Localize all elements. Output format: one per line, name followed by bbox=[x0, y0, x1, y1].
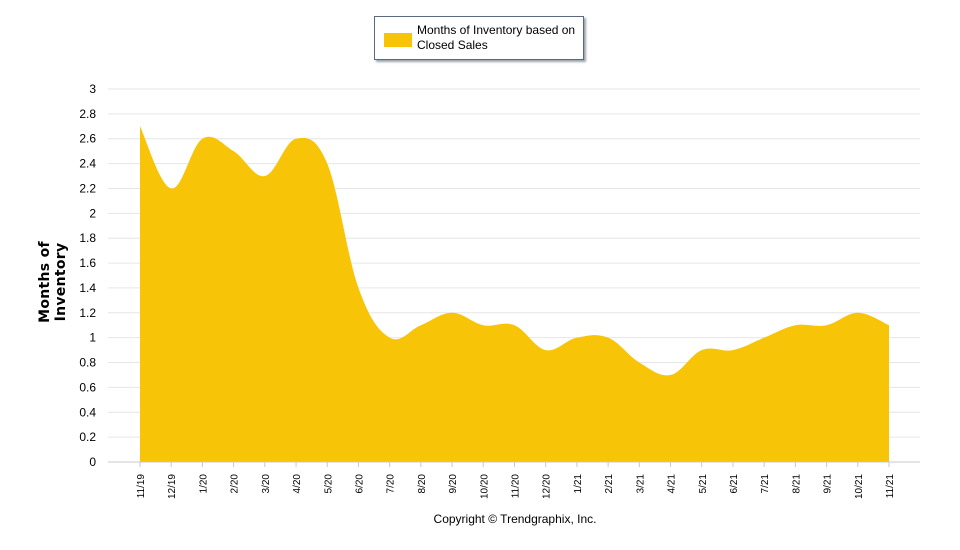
y-axis-title: Months of Inventory bbox=[37, 241, 69, 323]
x-tick-label: 4/20 bbox=[292, 474, 303, 494]
y-tick-label: 2 bbox=[89, 206, 96, 220]
y-tick-label: 1.2 bbox=[79, 306, 96, 320]
y-tick-label: 0.6 bbox=[79, 380, 96, 394]
x-tick-label: 9/20 bbox=[448, 474, 459, 494]
x-tick-label: 5/21 bbox=[698, 474, 709, 494]
x-tick-label: 8/20 bbox=[417, 474, 428, 494]
x-tick-label: 6/21 bbox=[729, 474, 740, 494]
y-tick-label: 3 bbox=[89, 82, 96, 96]
y-tick-label: 1.4 bbox=[79, 281, 96, 295]
copyright-text: Copyright © Trendgraphix, Inc. bbox=[433, 512, 597, 526]
y-tick-label: 1.8 bbox=[79, 231, 96, 245]
x-tick-label: 3/20 bbox=[261, 474, 272, 494]
x-tick-label: 1/21 bbox=[573, 474, 584, 494]
x-tick-label: 2/21 bbox=[604, 474, 615, 494]
x-tick-label: 6/20 bbox=[354, 474, 365, 494]
y-tick-label: 0.2 bbox=[79, 430, 96, 444]
x-tick-label: 11/19 bbox=[136, 474, 147, 499]
y-tick-label: 2.6 bbox=[79, 132, 96, 146]
x-tick-label: 11/20 bbox=[511, 474, 522, 499]
x-axis-ticks: 11/19 12/19 1/20 2/20 3/20 4/20 5/20 6/20 7/20 8/… bbox=[136, 462, 896, 499]
x-tick-label: 10/20 bbox=[479, 474, 490, 499]
y-tick-label: 2.2 bbox=[79, 181, 96, 195]
legend: Months of Inventory based on Closed Sale… bbox=[374, 16, 584, 60]
x-tick-label: 12/19 bbox=[167, 474, 178, 499]
x-tick-label: 7/20 bbox=[386, 474, 397, 494]
x-tick-label: 11/21 bbox=[885, 474, 896, 499]
x-tick-label: 10/21 bbox=[854, 474, 865, 499]
x-tick-label: 9/21 bbox=[823, 474, 834, 494]
x-tick-label: 2/20 bbox=[230, 474, 241, 494]
x-tick-label: 8/21 bbox=[791, 474, 802, 494]
legend-swatch bbox=[384, 33, 412, 47]
legend-label: Months of Inventory based on Closed Sale… bbox=[417, 23, 576, 52]
x-tick-label: 5/20 bbox=[323, 474, 334, 494]
y-tick-label: 1 bbox=[89, 331, 96, 345]
x-tick-label: 7/21 bbox=[760, 474, 771, 494]
series-area bbox=[140, 126, 889, 463]
x-tick-label: 4/21 bbox=[667, 474, 678, 494]
y-tick-label: 1.6 bbox=[79, 256, 96, 270]
y-tick-label: 0 bbox=[89, 455, 96, 469]
y-tick-label: 2.8 bbox=[79, 107, 96, 121]
y-tick-label: 0.8 bbox=[79, 356, 96, 370]
x-tick-label: 12/20 bbox=[542, 474, 553, 499]
x-tick-label: 3/21 bbox=[635, 474, 646, 494]
x-tick-label: 1/20 bbox=[198, 474, 209, 494]
y-axis-ticks: 0 0.2 0.4 0.6 0.8 1 1.2 1.4 1.6 1.8 2 2.2 2.4 2.6 2.8 3 bbox=[79, 82, 96, 469]
y-tick-label: 2.4 bbox=[79, 157, 96, 171]
y-tick-label: 0.4 bbox=[79, 405, 96, 419]
